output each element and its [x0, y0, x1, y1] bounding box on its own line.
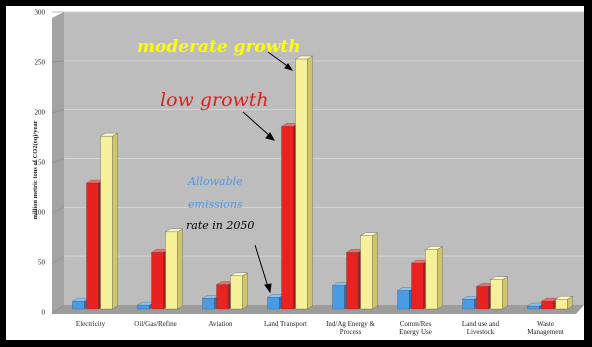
x-category-label: Land use and [462, 320, 500, 328]
plot-floor [52, 305, 584, 314]
y-axis-label: million metric tons of CO2(eq)/year [32, 120, 39, 219]
bar-series-3 [424, 246, 444, 310]
x-category-label: Process [340, 328, 362, 336]
y-tick-label: 250 [35, 59, 46, 67]
y-axis-ticks: 0 50 100 150 200 250 300 [35, 9, 46, 317]
y-tick-label: 50 [38, 259, 46, 267]
allowable-label-line2: emissions [188, 198, 243, 211]
x-category-label: Ind/Ag Energy & [326, 320, 375, 328]
allowable-label-line3: rate in 2050 [186, 219, 254, 232]
x-category-label: Comm/Res [400, 320, 432, 328]
x-axis-labels: Electricity Oil/Gas/Refine Aviation Land Tr… [76, 320, 564, 336]
gridline-side [51, 158, 65, 164]
gridlines [51, 11, 584, 315]
x-category-label: Electricity [76, 320, 106, 328]
x-category-label: Energy Use [399, 328, 432, 336]
bar-series-3 [164, 228, 184, 310]
x-category-label: Management [527, 328, 564, 336]
x-category-label: Aviation [209, 320, 233, 328]
gridline-side [51, 109, 65, 113]
x-category-label: Oil/Gas/Refine [134, 320, 176, 328]
plot-left-wall [52, 12, 64, 314]
gridline-side [51, 60, 65, 63]
low-growth-annotation: low growth [160, 89, 269, 111]
allowable-label-line1: Allowable [187, 175, 243, 188]
y-tick-label: 0 [42, 309, 46, 317]
bar-series-3 [294, 55, 314, 310]
bar-series-3 [359, 232, 379, 310]
gridline-side [51, 304, 65, 315]
y-tick-label: 100 [35, 209, 46, 217]
x-category-label: Livestock [467, 328, 495, 336]
bar-series-3 [99, 132, 119, 310]
gridline-side [51, 255, 65, 264]
y-tick-label: 300 [35, 9, 46, 17]
x-category-label: Land Transport [264, 320, 307, 328]
moderate-growth-annotation: moderate growth [137, 37, 301, 57]
y-tick-label: 150 [35, 159, 46, 167]
gridline-side [51, 207, 65, 214]
bars [71, 55, 574, 310]
bar-series-3 [489, 276, 509, 310]
x-category-label: Waste [537, 320, 554, 328]
bar-series-3 [554, 295, 574, 310]
annotation-arrows [242, 51, 294, 294]
bar-series-3 [229, 272, 249, 310]
y-tick-label: 200 [35, 109, 46, 117]
